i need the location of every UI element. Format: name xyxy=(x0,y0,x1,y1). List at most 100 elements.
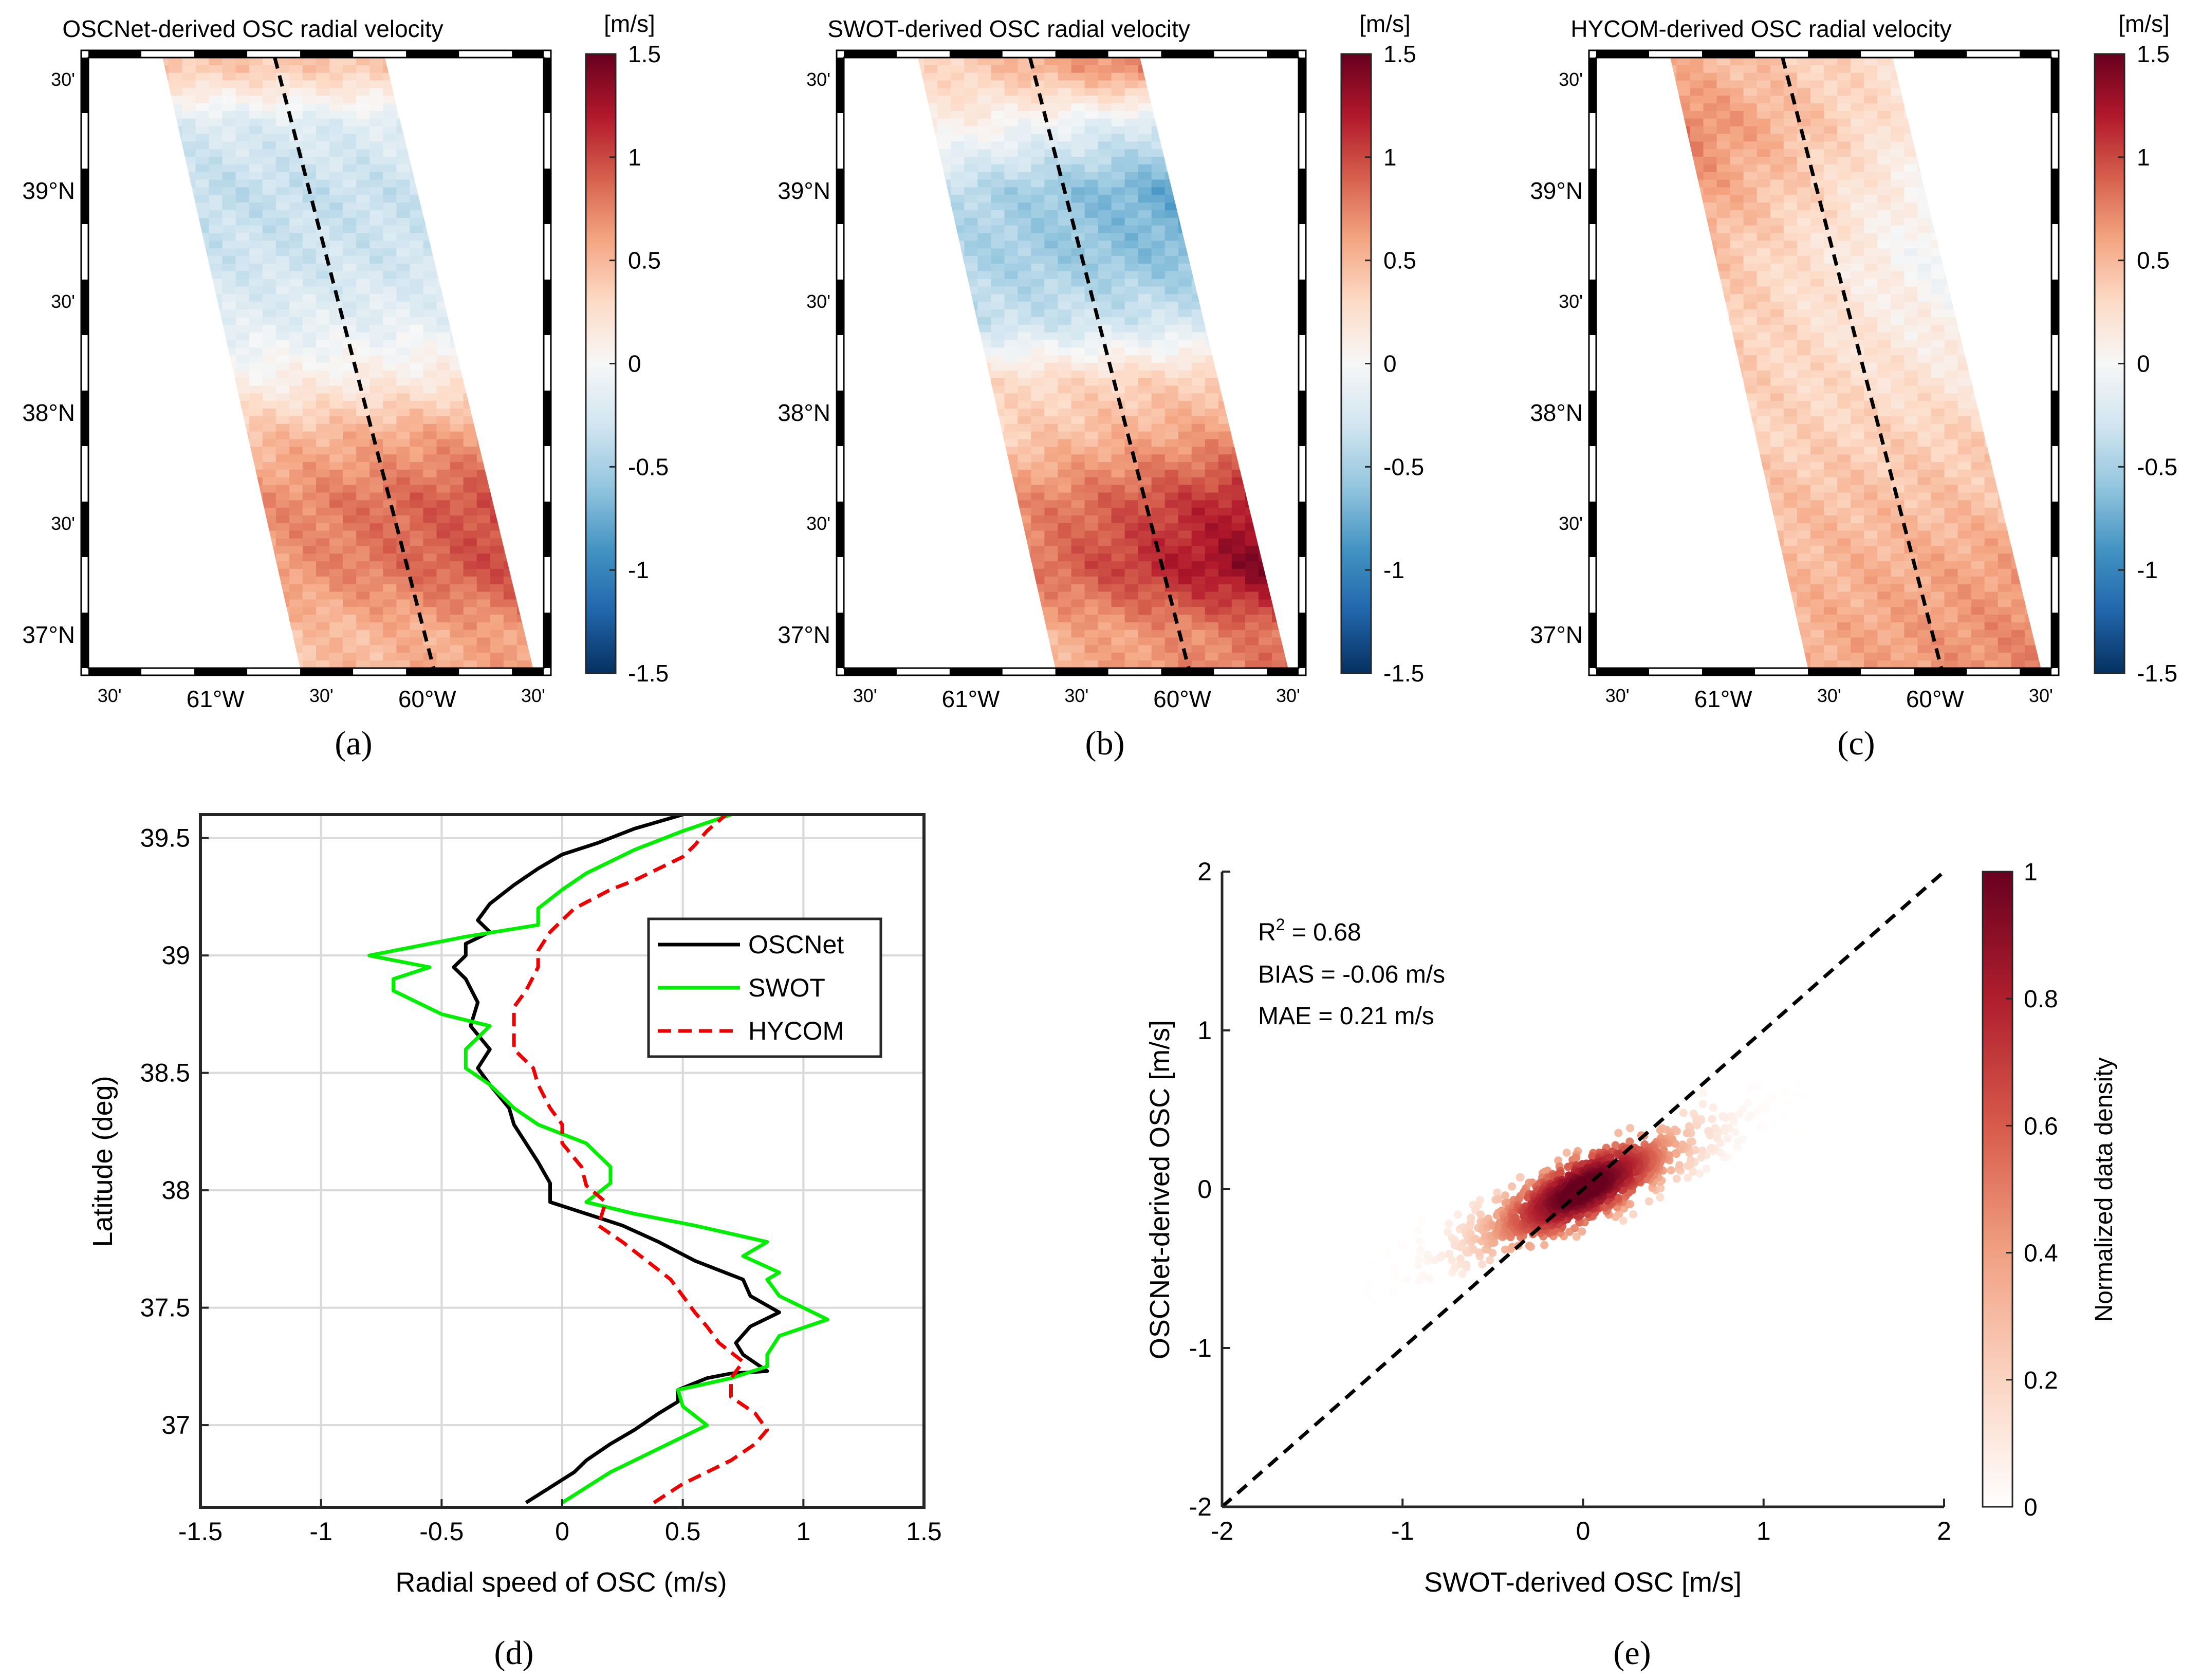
map-cell xyxy=(503,523,517,531)
map-cell xyxy=(503,462,517,470)
map-cell xyxy=(383,126,397,135)
map-cell xyxy=(383,118,397,127)
map-cell xyxy=(503,187,517,196)
map-cell xyxy=(142,271,156,280)
map-cell xyxy=(1151,65,1166,73)
map-cell xyxy=(871,157,884,165)
map-cell xyxy=(128,340,142,348)
map-cell xyxy=(115,111,129,119)
map-cell xyxy=(169,118,183,127)
map-cell xyxy=(182,241,196,249)
map-cell xyxy=(222,233,236,242)
map-cell xyxy=(275,530,290,539)
map-cell xyxy=(1245,248,1259,257)
map-cell xyxy=(128,454,142,463)
map-cell xyxy=(235,118,250,127)
map-cell xyxy=(195,439,210,448)
map-cell xyxy=(249,225,263,234)
map-cell xyxy=(1271,134,1286,142)
map-cell xyxy=(115,584,129,593)
map-cell xyxy=(463,553,477,562)
map-cell xyxy=(1231,477,1246,486)
map-cell xyxy=(844,447,858,455)
map-cell xyxy=(844,233,858,242)
map-cell xyxy=(1191,393,1206,402)
map-cell xyxy=(88,218,102,226)
map-cell xyxy=(1018,477,1032,486)
map-cell xyxy=(235,500,250,509)
map-cell xyxy=(262,126,276,135)
map-cell xyxy=(169,599,183,608)
map-cell xyxy=(1285,233,1288,242)
map-cell xyxy=(88,58,102,66)
map-cell xyxy=(476,126,491,135)
map-cell xyxy=(302,530,317,539)
map-cell xyxy=(871,409,884,417)
map-cell xyxy=(249,210,263,218)
map-cell xyxy=(897,111,911,119)
map-cell xyxy=(1164,279,1179,287)
map-cell xyxy=(289,508,303,516)
map-cell xyxy=(844,492,858,501)
map-cell xyxy=(436,126,451,135)
map-cell xyxy=(383,256,397,264)
map-cell xyxy=(503,210,517,218)
map-cell xyxy=(1178,370,1192,379)
map-cell xyxy=(275,653,290,661)
map-cell xyxy=(396,416,411,424)
map-cell xyxy=(1191,523,1206,531)
map-cell xyxy=(343,409,357,417)
map-cell xyxy=(249,217,263,226)
map-cell xyxy=(1018,110,1032,119)
map-cell xyxy=(369,263,384,272)
map-cell xyxy=(1164,65,1179,73)
map-cell xyxy=(275,317,290,325)
map-cell xyxy=(1178,515,1192,524)
map-cell xyxy=(1191,141,1206,150)
map-cell xyxy=(356,340,371,348)
map-cell xyxy=(1205,324,1219,333)
map-cell xyxy=(463,72,477,81)
map-cell xyxy=(209,233,223,242)
map-cell xyxy=(897,447,911,455)
map-cell xyxy=(1018,65,1032,73)
map-cell xyxy=(1084,88,1099,97)
map-cell xyxy=(222,317,236,325)
map-cell xyxy=(490,202,504,211)
map-cell xyxy=(964,88,978,97)
map-cell xyxy=(857,271,871,280)
map-cell xyxy=(209,500,223,509)
map-cell xyxy=(410,515,424,524)
map-cell xyxy=(302,401,317,410)
map-cell xyxy=(1084,157,1099,165)
map-cell xyxy=(423,515,437,524)
map-cell xyxy=(857,202,871,211)
map-cell xyxy=(142,416,156,424)
map-cell xyxy=(169,500,183,509)
map-cell xyxy=(857,531,871,539)
map-cell xyxy=(115,355,129,363)
map-cell xyxy=(884,256,898,264)
map-cell xyxy=(169,477,183,486)
map-cell xyxy=(1178,462,1192,470)
map-cell xyxy=(503,302,517,310)
map-cell xyxy=(249,187,263,196)
map-cell xyxy=(436,195,451,204)
map-cell xyxy=(857,226,871,234)
map-cell xyxy=(977,469,992,478)
map-cell xyxy=(343,523,357,531)
map-cell xyxy=(410,477,424,486)
map-cell xyxy=(169,447,183,455)
map-cell xyxy=(356,302,371,310)
map-cell xyxy=(235,179,250,188)
map-cell xyxy=(1271,58,1286,66)
map-cell xyxy=(182,561,196,569)
map-cell xyxy=(436,324,451,333)
map-cell xyxy=(88,622,102,631)
map-cell xyxy=(162,118,170,127)
map-cell xyxy=(369,164,384,173)
map-cell xyxy=(1218,500,1232,509)
map-cell xyxy=(1151,271,1166,280)
map-cell xyxy=(289,615,303,623)
map-cell xyxy=(329,615,344,623)
